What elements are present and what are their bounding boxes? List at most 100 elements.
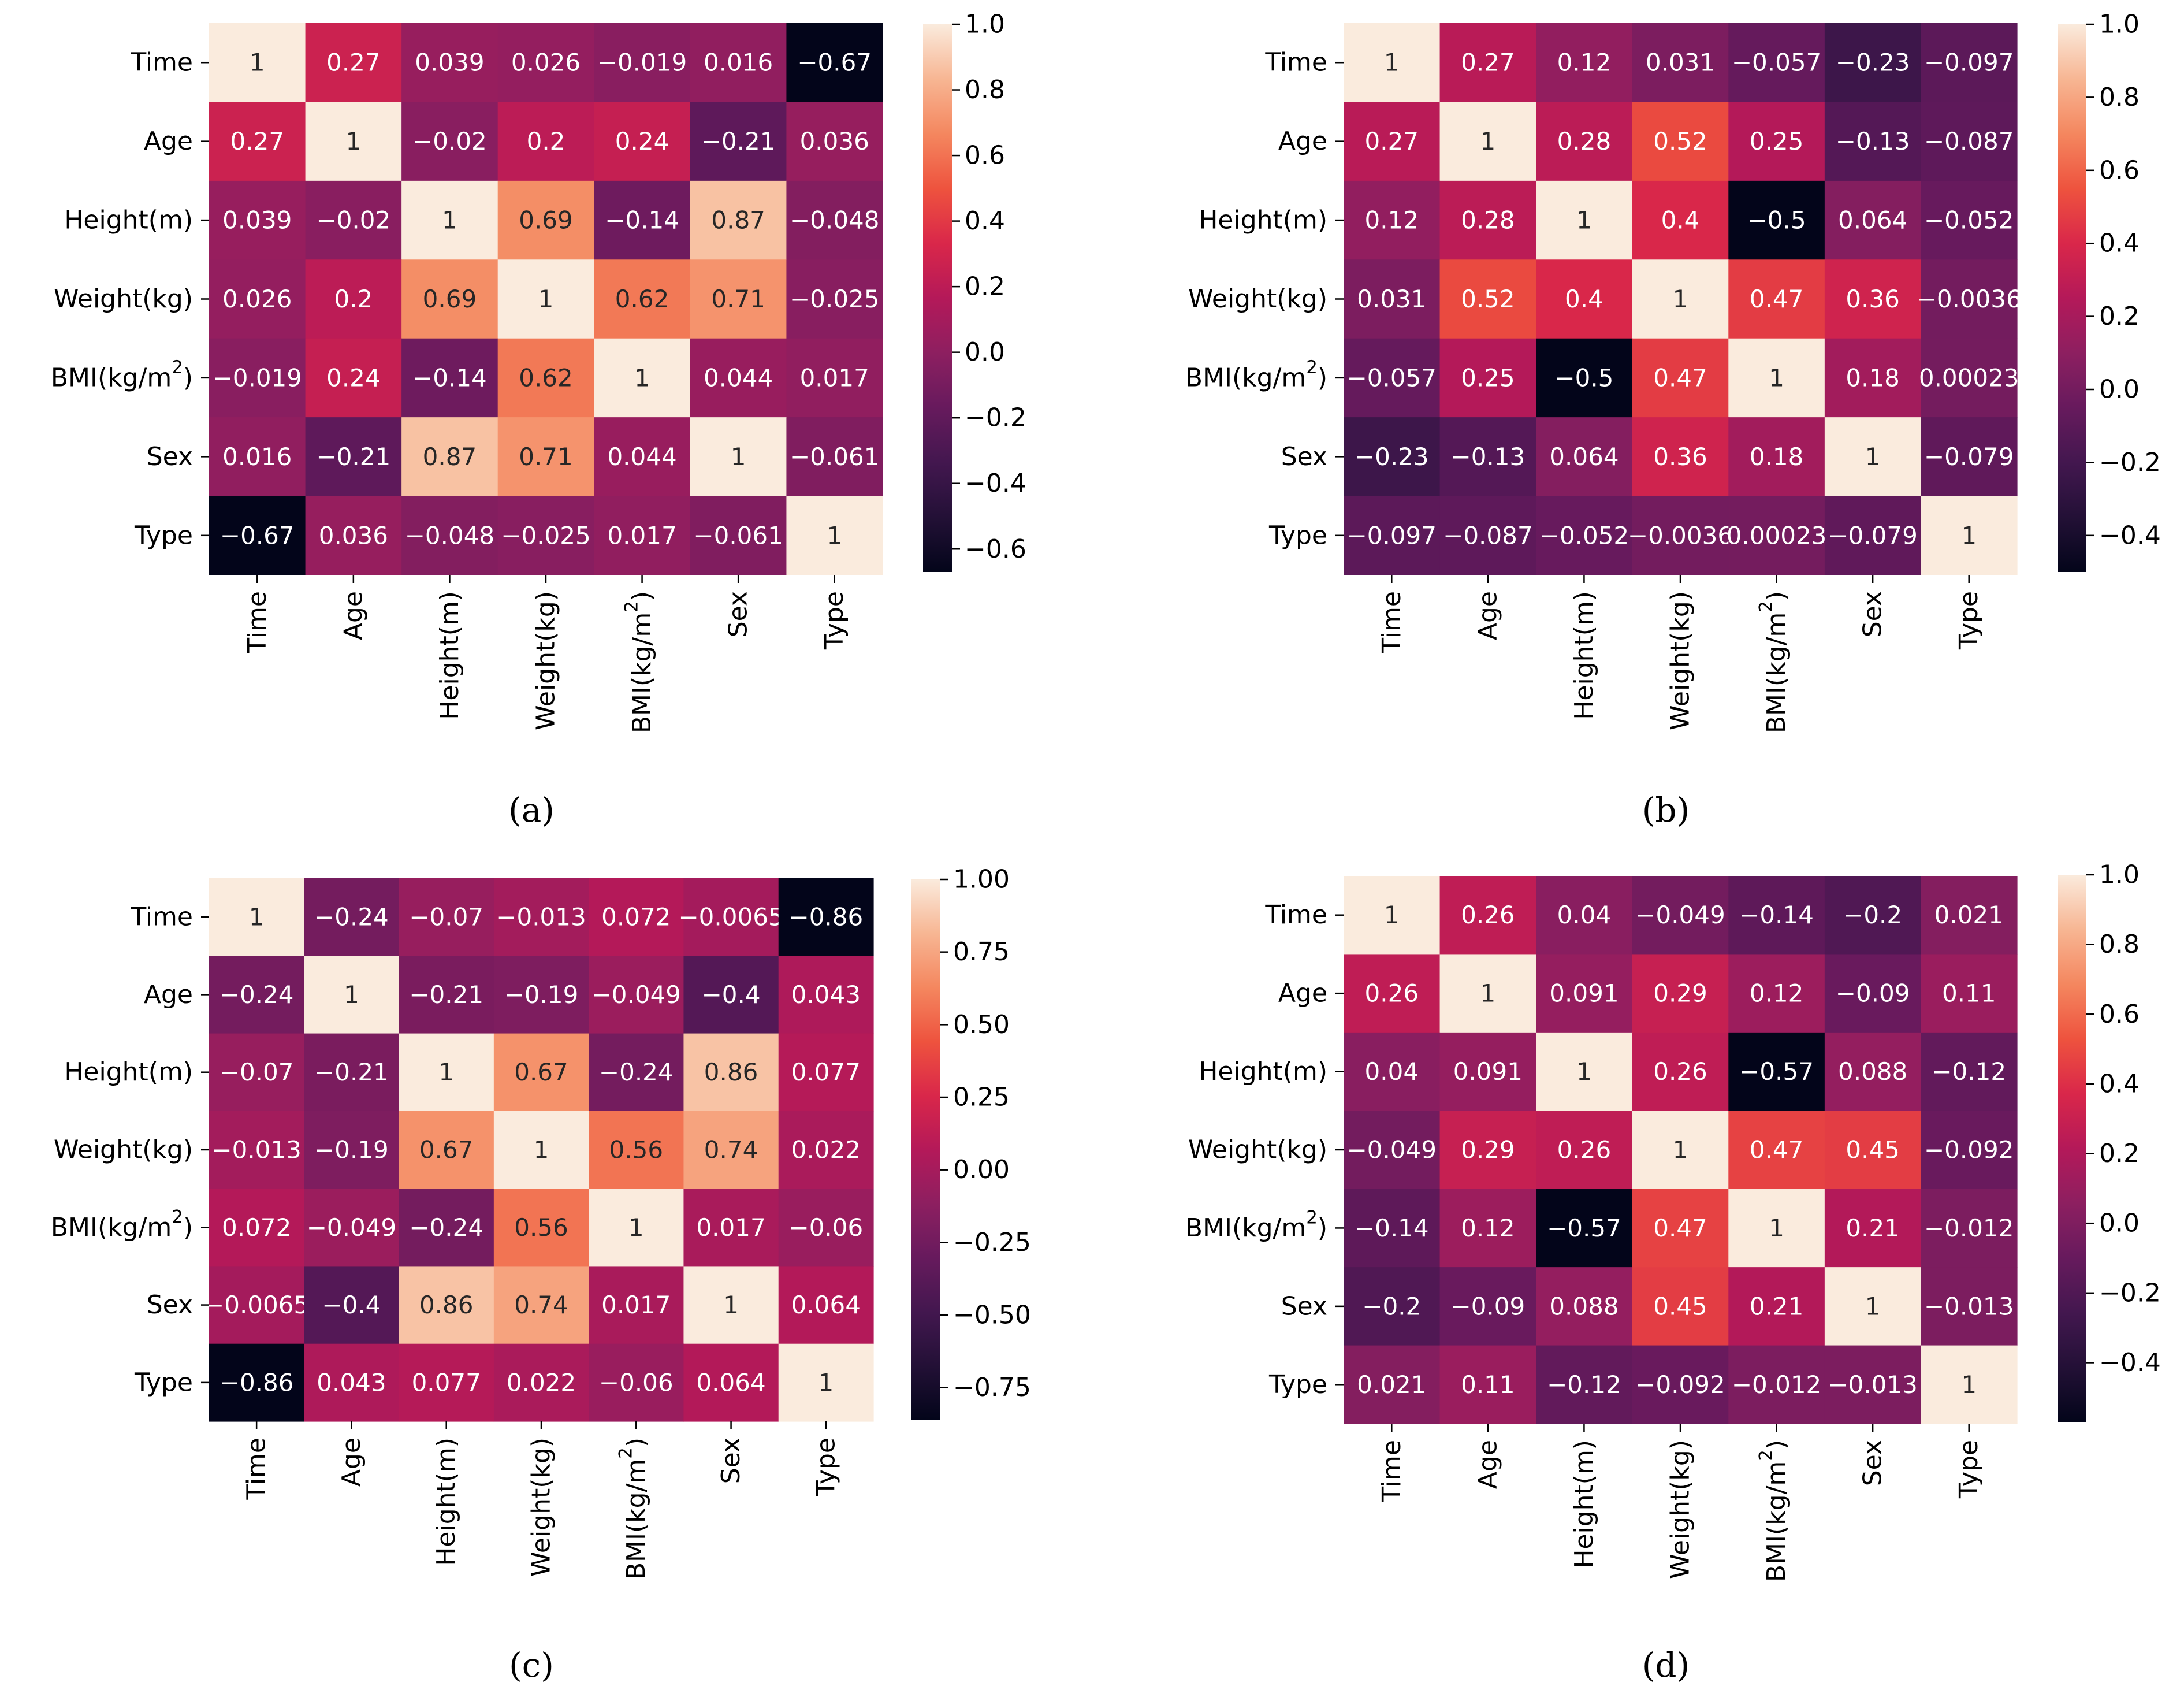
cell-annotation: 0.091: [1453, 1057, 1523, 1086]
heatmap-cell: [399, 1111, 494, 1189]
cell-annotation: 0.031: [1357, 285, 1426, 313]
cell-annotation: 0.18: [1750, 443, 1804, 471]
cell-annotation: −0.079: [1924, 443, 2014, 471]
colorbar-tick-label: 0.4: [965, 206, 1005, 236]
y-tick-label: BMI(kg/m2): [51, 1206, 193, 1242]
colorbar-tick-label: −0.50: [953, 1301, 1031, 1330]
heatmap-cell: [1824, 102, 1922, 181]
cell-annotation: 1: [1769, 1214, 1784, 1242]
cell-annotation: 0.36: [1846, 285, 1900, 313]
cell-annotation: 0.021: [1357, 1371, 1426, 1399]
heatmap-cell: [493, 1033, 589, 1112]
cell-annotation: 1: [1480, 127, 1495, 155]
cell-annotation: 1: [345, 127, 361, 155]
cell-annotation: 0.2: [334, 285, 373, 313]
cell-annotation: −0.049: [1635, 901, 1725, 929]
heatmap-cell: [1536, 1032, 1633, 1111]
cell-annotation: −0.013: [1924, 1292, 2014, 1320]
y-tick-label: Time: [1264, 900, 1327, 930]
heatmap-cell: [683, 1189, 779, 1267]
x-tick-label: Type: [1954, 591, 1984, 650]
cell-annotation: −0.4: [702, 981, 761, 1009]
heatmap-cell: [683, 956, 779, 1034]
cell-annotation: 1: [818, 1368, 834, 1397]
cell-annotation: 0.24: [326, 363, 381, 392]
heatmap-cell: [589, 1033, 684, 1112]
colorbar-tick-label: 0.4: [2099, 229, 2140, 258]
x-tick-label: BMI(kg/m2): [1756, 591, 1792, 733]
cell-annotation: −0.0036: [1628, 521, 1733, 549]
heatmap-cell: [786, 102, 883, 181]
cell-annotation: −0.087: [1443, 521, 1532, 549]
cell-annotation: 0.072: [222, 1213, 291, 1242]
cell-annotation: −0.019: [213, 363, 302, 392]
y-tick-label: BMI(kg/m2): [51, 357, 193, 393]
heatmap-cell: [1439, 496, 1536, 575]
cell-annotation: 1: [628, 1213, 644, 1242]
cell-annotation: 0.026: [511, 49, 581, 77]
cell-annotation: −0.09: [1451, 1292, 1526, 1320]
cell-annotation: 0.86: [419, 1291, 474, 1319]
heatmap-cell: [1728, 259, 1825, 339]
heatmap-cell: [1439, 1345, 1536, 1424]
y-tick-label: Weight(kg): [54, 284, 193, 314]
colorbar: [2058, 24, 2086, 572]
heatmap-cell: [1824, 1267, 1922, 1346]
cell-annotation: 0.064: [791, 1291, 861, 1319]
heatmap-cell: [1824, 417, 1922, 497]
heatmap-cell: [594, 259, 691, 339]
heatmap-cell: [1632, 1032, 1729, 1111]
heatmap-cell: [209, 1266, 304, 1345]
colorbar-tick-label: −0.6: [965, 534, 1026, 564]
heatmap-cell: [1728, 1345, 1825, 1424]
heatmap-cell: [594, 417, 691, 497]
cell-annotation: 0.74: [514, 1291, 568, 1319]
heatmap-cell: [690, 338, 787, 418]
heatmap-cell: [1728, 417, 1825, 497]
y-tick-label: Age: [1278, 979, 1327, 1008]
heatmap-cell: [1344, 180, 1441, 260]
cell-annotation: 0.088: [1549, 1292, 1619, 1320]
heatmap-cell: [399, 1343, 494, 1422]
x-tick-label: Weight(kg): [531, 591, 561, 730]
heatmap-cell: [1728, 954, 1825, 1033]
y-tick-label: Height(m): [1199, 1057, 1327, 1086]
heatmap-cell: [1536, 259, 1633, 339]
x-tick-label: Age: [1473, 1440, 1502, 1489]
colorbar-tick-label: 1.00: [953, 865, 1010, 894]
heatmap-cell: [778, 878, 874, 956]
heatmap-cell: [1344, 417, 1441, 497]
heatmap-cell: [1824, 338, 1922, 418]
heatmap-cell: [1439, 338, 1536, 418]
heatmap-cell: [1536, 180, 1633, 260]
cell-annotation: 0.71: [711, 285, 765, 313]
cell-annotation: 0.67: [419, 1136, 474, 1164]
cell-annotation: 0.47: [1750, 285, 1804, 313]
cell-annotation: 0.072: [601, 903, 671, 931]
cell-annotation: −0.23: [1836, 49, 1910, 77]
cell-annotation: 0.26: [1557, 1136, 1612, 1164]
cell-annotation: 1: [1961, 1371, 1977, 1399]
heatmap-cell: [1536, 338, 1633, 418]
y-tick-label: Time: [1264, 48, 1327, 77]
cell-annotation: 0.52: [1653, 127, 1707, 155]
colorbar-tick-label: 0.0: [2099, 1209, 2140, 1238]
cell-annotation: −0.092: [1635, 1371, 1725, 1399]
cell-annotation: 0.56: [514, 1213, 568, 1242]
cell-annotation: 0.04: [1365, 1057, 1419, 1086]
cell-annotation: 0.12: [1557, 49, 1612, 77]
cell-annotation: 0.044: [704, 363, 773, 392]
cell-annotation: −0.24: [409, 1213, 483, 1242]
heatmap-cell: [1344, 954, 1441, 1033]
heatmap-cell: [1344, 876, 1441, 955]
heatmap-cell: [209, 1343, 304, 1422]
heatmap-cell: [683, 1266, 779, 1345]
heatmap-cell: [1921, 876, 2018, 955]
heatmap-cell: [778, 956, 874, 1034]
cell-annotation: 0.017: [696, 1213, 765, 1242]
heatmap-cell: [589, 1111, 684, 1189]
colorbar-tick-label: 0.8: [2099, 83, 2140, 112]
heatmap-cell: [778, 1343, 874, 1422]
cell-annotation: −0.07: [409, 903, 483, 931]
heatmap-cell: [209, 23, 306, 103]
